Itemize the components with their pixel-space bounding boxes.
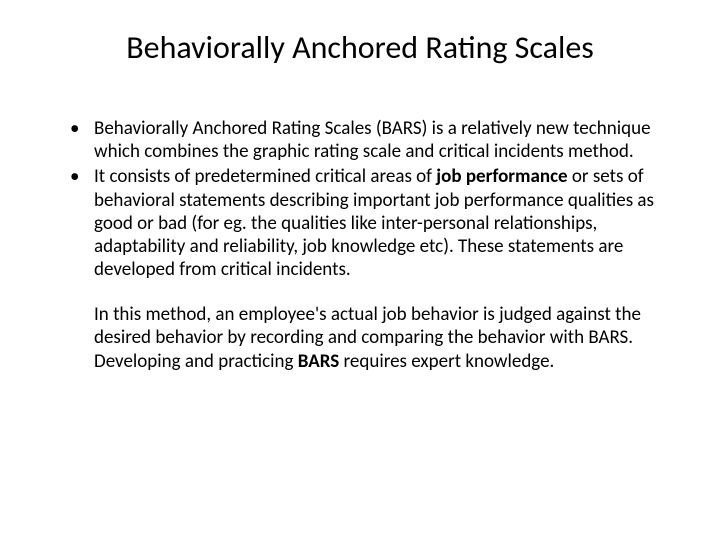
bullet-text-pre: It consists of predetermined critical ar… [94, 165, 436, 188]
bullet-item: It consists of predetermined critical ar… [70, 165, 670, 281]
bullet-list: Behaviorally Anchored Rating Scales (BAR… [50, 117, 670, 281]
paragraph-post: requires expert knowledge. [339, 350, 554, 373]
paragraph: In this method, an employee's actual job… [50, 303, 670, 373]
bullet-text: Behaviorally Anchored Rating Scales (BAR… [94, 117, 651, 163]
bullet-item: Behaviorally Anchored Rating Scales (BAR… [70, 117, 670, 163]
paragraph-bold: BARS [298, 350, 339, 373]
slide-title: Behaviorally Anchored Rating Scales [50, 28, 670, 67]
bullet-text-bold: job performance [436, 165, 567, 188]
